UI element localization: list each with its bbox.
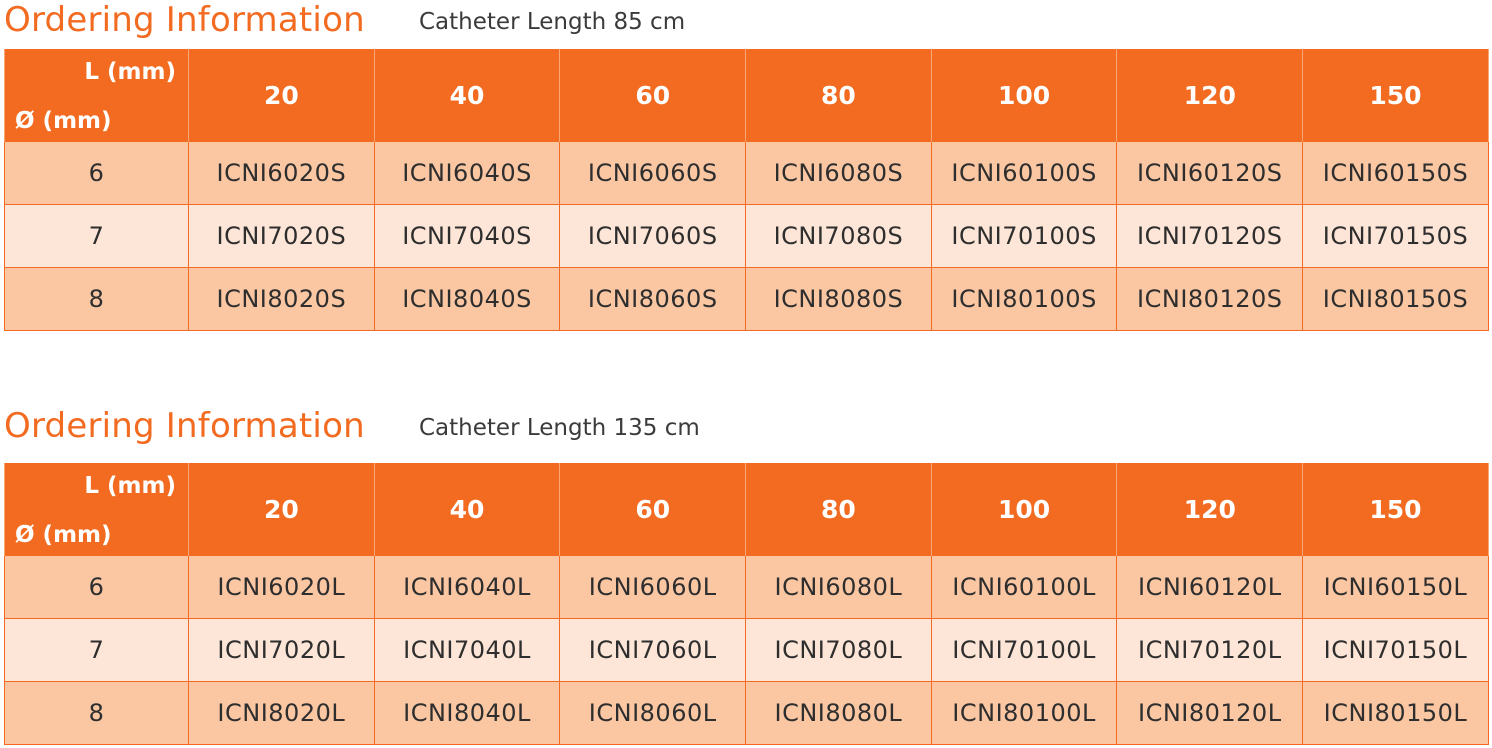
product-code-cell: ICNI70120S: [1116, 204, 1304, 268]
length-header-cell: 80: [745, 49, 932, 142]
product-code-cell: ICNI8080S: [745, 267, 932, 331]
diameter-cell: 6: [4, 556, 189, 619]
length-header-cell: 150: [1302, 49, 1489, 142]
product-code-cell: ICNI8020S: [188, 267, 375, 331]
ordering-table: L (mm) Ø (mm) 20 40 60 80 100 120 150 6 …: [4, 463, 1489, 745]
diameter-cell: 8: [4, 267, 189, 331]
product-code-cell: ICNI60150S: [1302, 142, 1489, 205]
product-code-cell: ICNI70120L: [1116, 618, 1304, 682]
product-code-cell: ICNI70150L: [1302, 618, 1489, 682]
diameter-cell: 7: [4, 204, 189, 268]
product-code-cell: ICNI60120L: [1116, 556, 1304, 619]
product-code-cell: ICNI7060S: [559, 204, 747, 268]
ordering-table: L (mm) Ø (mm) 20 40 60 80 100 120 150 6 …: [4, 49, 1489, 331]
product-code-cell: ICNI6080L: [745, 556, 932, 619]
table-row: 8 ICNI8020L ICNI8040L ICNI8060L ICNI8080…: [4, 681, 1489, 745]
product-code-cell: ICNI80150S: [1302, 267, 1489, 331]
product-code-cell: ICNI70150S: [1302, 204, 1489, 268]
product-code-cell: ICNI6040S: [373, 142, 561, 205]
ordering-section-135cm: Ordering Information Catheter Length 135…: [0, 406, 1492, 745]
product-code-cell: ICNI60150L: [1302, 556, 1489, 619]
section-subtitle: Catheter Length 135 cm: [419, 415, 700, 441]
product-code-cell: ICNI7020S: [188, 204, 375, 268]
length-header-cell: 120: [1116, 49, 1304, 142]
product-code-cell: ICNI6020L: [188, 556, 375, 619]
diameter-cell: 6: [4, 142, 189, 205]
product-code-cell: ICNI8060L: [559, 681, 747, 745]
product-code-cell: ICNI7020L: [188, 618, 375, 682]
section-subtitle: Catheter Length 85 cm: [419, 9, 686, 35]
product-code-cell: ICNI80100S: [930, 267, 1118, 331]
product-code-cell: ICNI60100L: [930, 556, 1118, 619]
product-code-cell: ICNI70100S: [930, 204, 1118, 268]
product-code-cell: ICNI80120L: [1116, 681, 1304, 745]
corner-header-cell: L (mm) Ø (mm): [4, 49, 189, 142]
product-code-cell: ICNI80100L: [930, 681, 1118, 745]
product-code-cell: ICNI80120S: [1116, 267, 1304, 331]
product-code-cell: ICNI8080L: [745, 681, 932, 745]
table-row: 6 ICNI6020L ICNI6040L ICNI6060L ICNI6080…: [4, 556, 1489, 619]
section-title: Ordering Information: [4, 406, 365, 446]
length-axis-label: L (mm): [84, 59, 176, 85]
product-code-cell: ICNI6020S: [188, 142, 375, 205]
product-code-cell: ICNI7040L: [373, 618, 561, 682]
length-header-cell: 40: [373, 49, 561, 142]
length-header-cell: 40: [373, 463, 561, 556]
product-code-cell: ICNI70100L: [930, 618, 1118, 682]
product-code-cell: ICNI60100S: [930, 142, 1118, 205]
diameter-cell: 7: [4, 618, 189, 682]
length-header-cell: 100: [930, 49, 1118, 142]
product-code-cell: ICNI7040S: [373, 204, 561, 268]
product-code-cell: ICNI6060L: [559, 556, 747, 619]
product-code-cell: ICNI8020L: [188, 681, 375, 745]
table-row: 6 ICNI6020S ICNI6040S ICNI6060S ICNI6080…: [4, 142, 1489, 205]
length-header-cell: 150: [1302, 463, 1489, 556]
product-code-cell: ICNI6080S: [745, 142, 932, 205]
length-header-cell: 80: [745, 463, 932, 556]
length-header-cell: 60: [559, 49, 747, 142]
corner-header-cell: L (mm) Ø (mm): [4, 463, 189, 556]
product-code-cell: ICNI7080S: [745, 204, 932, 268]
product-code-cell: ICNI8040L: [373, 681, 561, 745]
table-row: 8 ICNI8020S ICNI8040S ICNI8060S ICNI8080…: [4, 267, 1489, 331]
table-row: 7 ICNI7020L ICNI7040L ICNI7060L ICNI7080…: [4, 618, 1489, 682]
diameter-axis-label: Ø (mm): [15, 522, 112, 548]
length-header-cell: 20: [188, 49, 375, 142]
diameter-axis-label: Ø (mm): [15, 108, 112, 134]
table-row: 7 ICNI7020S ICNI7040S ICNI7060S ICNI7080…: [4, 204, 1489, 268]
section-heading: Ordering Information Catheter Length 85 …: [0, 0, 1492, 48]
section-title: Ordering Information: [4, 0, 365, 40]
section-heading: Ordering Information Catheter Length 135…: [0, 406, 1492, 454]
length-header-cell: 60: [559, 463, 747, 556]
table-header-row: L (mm) Ø (mm) 20 40 60 80 100 120 150: [4, 463, 1489, 556]
product-code-cell: ICNI80150L: [1302, 681, 1489, 745]
product-code-cell: ICNI7060L: [559, 618, 747, 682]
length-header-cell: 120: [1116, 463, 1304, 556]
diameter-cell: 8: [4, 681, 189, 745]
length-header-cell: 100: [930, 463, 1118, 556]
product-code-cell: ICNI6040L: [373, 556, 561, 619]
ordering-section-85cm: Ordering Information Catheter Length 85 …: [0, 0, 1492, 331]
product-code-cell: ICNI8040S: [373, 267, 561, 331]
table-header-row: L (mm) Ø (mm) 20 40 60 80 100 120 150: [4, 49, 1489, 142]
product-code-cell: ICNI60120S: [1116, 142, 1304, 205]
length-header-cell: 20: [188, 463, 375, 556]
product-code-cell: ICNI7080L: [745, 618, 932, 682]
product-code-cell: ICNI8060S: [559, 267, 747, 331]
length-axis-label: L (mm): [84, 473, 176, 499]
product-code-cell: ICNI6060S: [559, 142, 747, 205]
